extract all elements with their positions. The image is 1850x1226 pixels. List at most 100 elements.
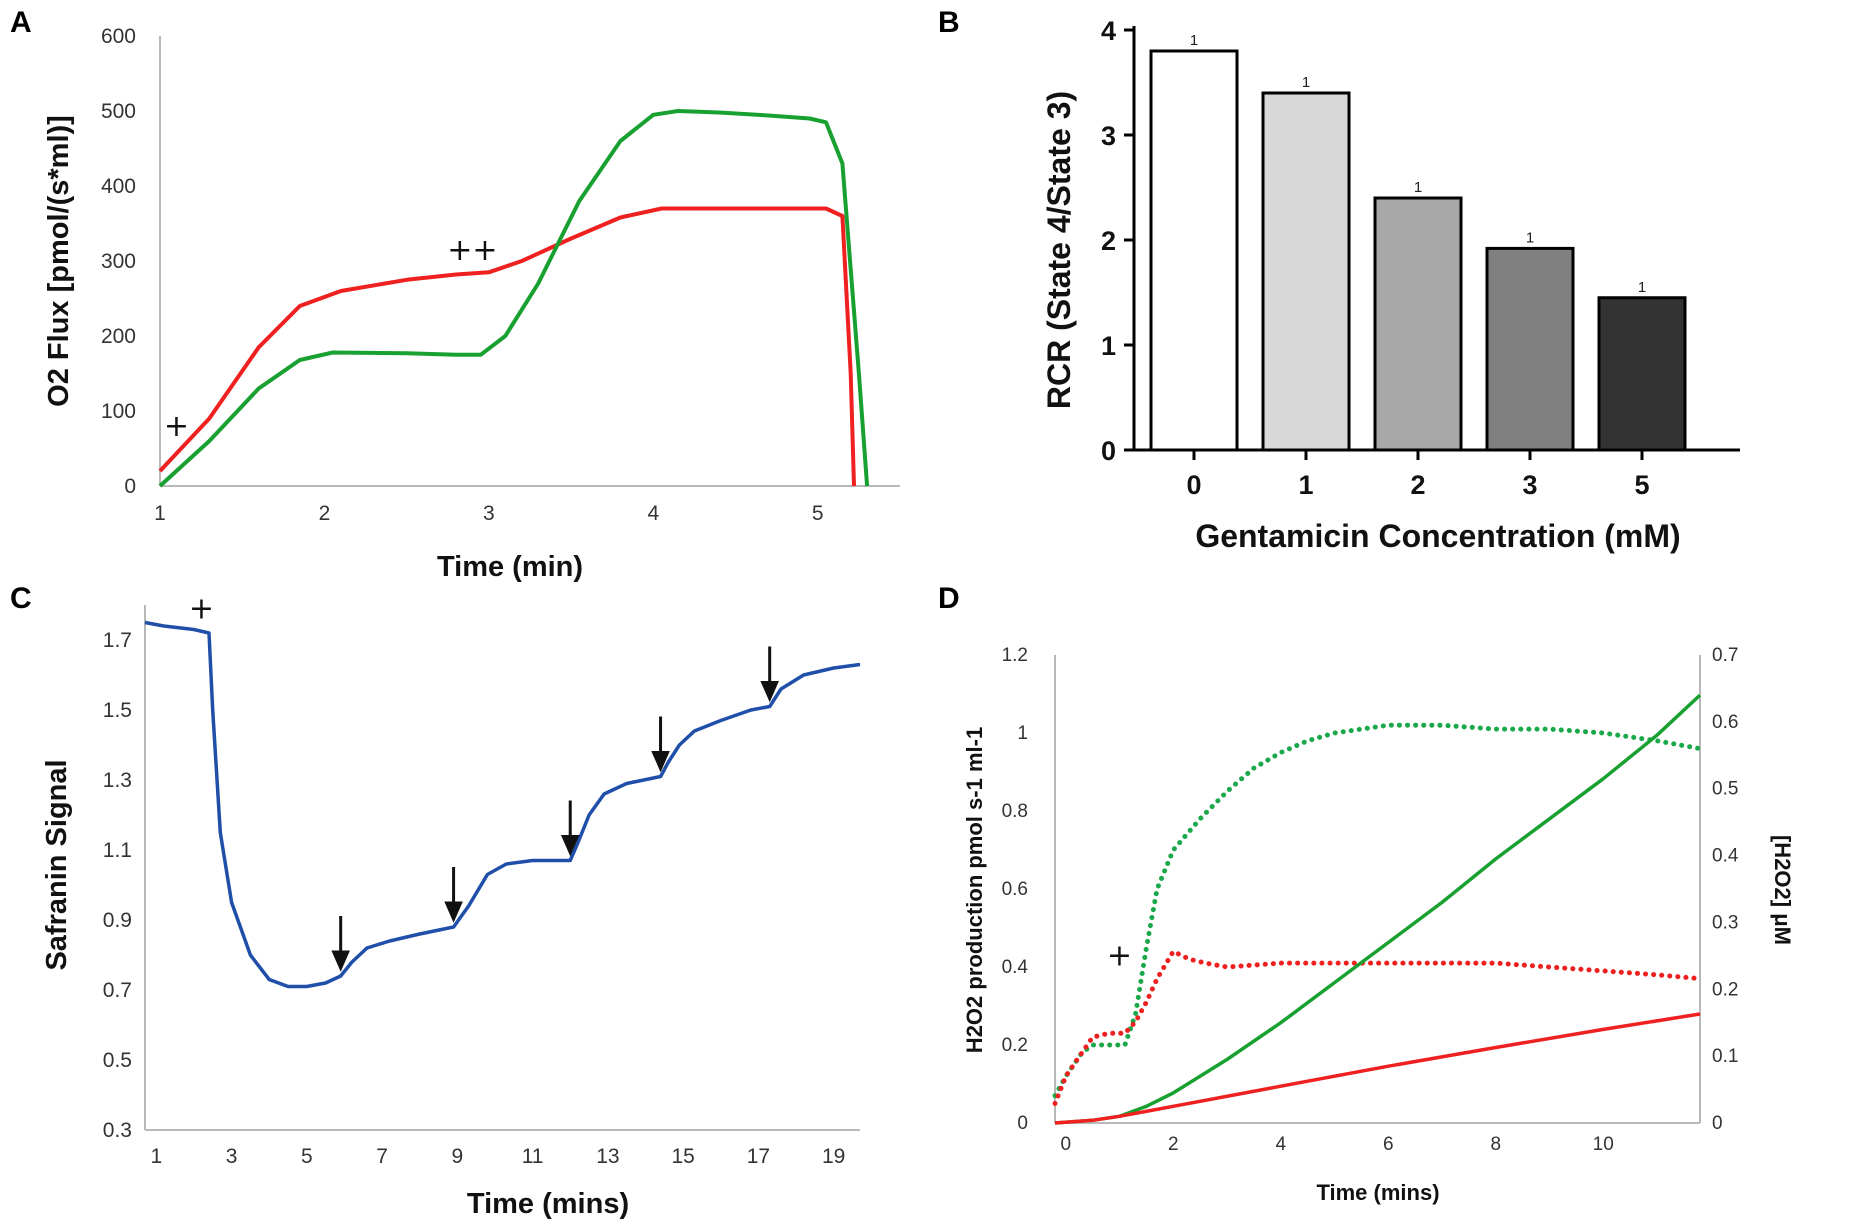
panel-b-y-tick: 0 (1101, 436, 1116, 466)
panel-b-x-tick: 2 (1410, 470, 1425, 500)
panel-d-y-tick: 0.4 (1002, 957, 1029, 978)
panel-b-bar-label: 1 (1414, 179, 1422, 196)
panel-c-y-tick: 0.7 (103, 979, 132, 1002)
panel-b-y-label: RCR (State 4/State 3) (1041, 91, 1077, 409)
panel-d-y-tick: 1 (1017, 723, 1028, 744)
panel-d-y-label: H2O2 production pmol s-1 ml-1 (962, 727, 987, 1053)
panel-b-x-label: Gentamicin Concentration (mM) (1195, 518, 1680, 554)
panel-d-x-tick: 6 (1383, 1134, 1394, 1155)
panel-c-arrow (331, 916, 350, 972)
panel-c-y-label: Safranin Signal (41, 759, 73, 970)
panel-d-line-red-solid (1054, 1012, 1701, 1125)
panel-d-line-red-dotted (1052, 948, 1703, 1106)
panel-a-y-tick: 200 (101, 325, 136, 348)
panel-a-x-tick: 2 (319, 502, 331, 525)
panel-b-bar-label: 1 (1526, 229, 1534, 246)
panel-c-y-tick: 0.5 (103, 1049, 132, 1072)
panel-c-arrow (760, 646, 779, 703)
panel-d-y-tick: 1.2 (1002, 645, 1028, 666)
panel-d-chart: Time (mins) H2O2 production pmol s-1 ml-… (962, 645, 1795, 1205)
panel-c-x-tick: 7 (376, 1145, 388, 1168)
panel-b-bar-label: 1 (1638, 279, 1646, 296)
panel-d-y2-tick: 0.1 (1712, 1046, 1738, 1067)
panel-d-line-green-dotted (1052, 722, 1703, 1099)
panel-d-y2-tick: 0.4 (1712, 846, 1739, 867)
panel-c-x-tick: 9 (451, 1145, 463, 1168)
panel-c-y-tick: 1.1 (103, 839, 132, 862)
panel-b-y-tick: 2 (1101, 226, 1116, 256)
panel-c-x-tick: 17 (747, 1145, 770, 1168)
panel-a-annotation: ++ (447, 233, 497, 268)
panel-a-y-label: O2 Flux [pmol/(s*ml)] (43, 115, 75, 407)
panel-c-y-tick: 1.3 (103, 769, 132, 792)
panel-d-y-tick: 0.8 (1002, 801, 1028, 822)
panel-b-y-tick: 3 (1101, 121, 1116, 151)
panel-c-x-tick: 5 (301, 1145, 313, 1168)
panel-a-y-tick: 500 (101, 100, 136, 123)
panel-a-y-tick: 400 (101, 175, 136, 198)
panel-c-y-tick: 0.3 (103, 1119, 132, 1142)
panel-a-x-tick: 1 (154, 502, 166, 525)
panel-letter-d: D (938, 582, 960, 615)
panel-c-line-safranin (144, 620, 861, 989)
panel-d-y2-tick: 0 (1712, 1113, 1723, 1134)
panel-d-y2-tick: 0.5 (1712, 779, 1738, 800)
panel-d-y2-tick: 0.7 (1712, 645, 1738, 666)
panel-c-x-tick: 11 (522, 1145, 544, 1168)
panel-c-x-tick: 13 (596, 1145, 619, 1168)
panel-letter-a: A (10, 6, 32, 39)
panel-d-y2-tick: 0.6 (1712, 712, 1738, 733)
panel-b-bar (1485, 246, 1575, 452)
panel-b-bar-label: 1 (1302, 74, 1310, 91)
panel-b-y-tick: 1 (1101, 331, 1116, 361)
panel-a-line-green (158, 109, 870, 488)
panel-a-x-tick: 4 (647, 502, 659, 525)
panel-c-x-tick: 3 (226, 1145, 238, 1168)
panel-b-bar (1373, 196, 1463, 452)
panel-a-chart: Time (min) O2 Flux [pmol/(s*ml)] 0 100 200… (43, 25, 900, 583)
panel-a-y-tick: 300 (101, 250, 136, 273)
panel-c-chart: Time (mins) Safranin Signal 0.3 0.5 0.7 0.9… (41, 592, 861, 1220)
panel-d-y-tick: 0 (1017, 1113, 1028, 1134)
panel-d-x-tick: 10 (1593, 1134, 1614, 1155)
panel-c-x-label: Time (mins) (467, 1188, 629, 1220)
panel-c-x-tick: 15 (671, 1145, 694, 1168)
panel-a-y-tick: 0 (124, 475, 136, 498)
panel-c-y-tick: 0.9 (103, 909, 132, 932)
panel-b-bar (1149, 49, 1239, 452)
panel-b-x-tick: 0 (1186, 470, 1201, 500)
panel-d-y2-tick: 0.2 (1712, 979, 1738, 1000)
panel-b-x-tick: 3 (1522, 470, 1537, 500)
panel-a-annotation: + (164, 409, 189, 444)
panel-a-y-tick: 600 (101, 25, 136, 48)
panel-letter-b: B (938, 6, 960, 39)
panel-d-y2-label: [H2O2] μM (1770, 835, 1795, 945)
panel-c-x-tick: 1 (150, 1145, 162, 1168)
panel-b-bar-label: 1 (1190, 32, 1198, 49)
panel-a-x-label: Time (min) (437, 551, 583, 583)
panel-b-bar (1261, 91, 1351, 452)
panel-b-x-tick: 1 (1298, 470, 1313, 500)
panel-c-y-tick: 1.5 (103, 699, 132, 722)
panel-d-x-tick: 4 (1275, 1134, 1286, 1155)
panel-c-x-tick: 19 (822, 1145, 845, 1168)
panel-a-x-tick: 3 (483, 502, 495, 525)
panel-b-y-tick: 4 (1101, 16, 1116, 46)
panel-c-arrow (444, 867, 463, 923)
panel-b-x-tick: 5 (1634, 470, 1649, 500)
panel-d-y-tick: 0.2 (1002, 1035, 1028, 1056)
panel-d-y-tick: 0.6 (1002, 879, 1028, 900)
panel-a-x-tick: 5 (812, 502, 824, 525)
panel-d-x-tick: 0 (1060, 1134, 1071, 1155)
panel-c-arrow (651, 716, 670, 773)
panel-letter-c: C (10, 582, 32, 615)
panel-d-x-label: Time (mins) (1316, 1180, 1439, 1205)
panel-c-annotation: + (189, 592, 214, 627)
panel-a-line-red (158, 206, 856, 487)
panel-d-x-tick: 8 (1490, 1134, 1501, 1155)
panel-c-arrow (560, 800, 580, 857)
panel-c-y-tick: 1.7 (103, 629, 132, 652)
panel-d-y2-tick: 0.3 (1712, 912, 1738, 933)
panel-d-x-tick: 2 (1168, 1134, 1179, 1155)
